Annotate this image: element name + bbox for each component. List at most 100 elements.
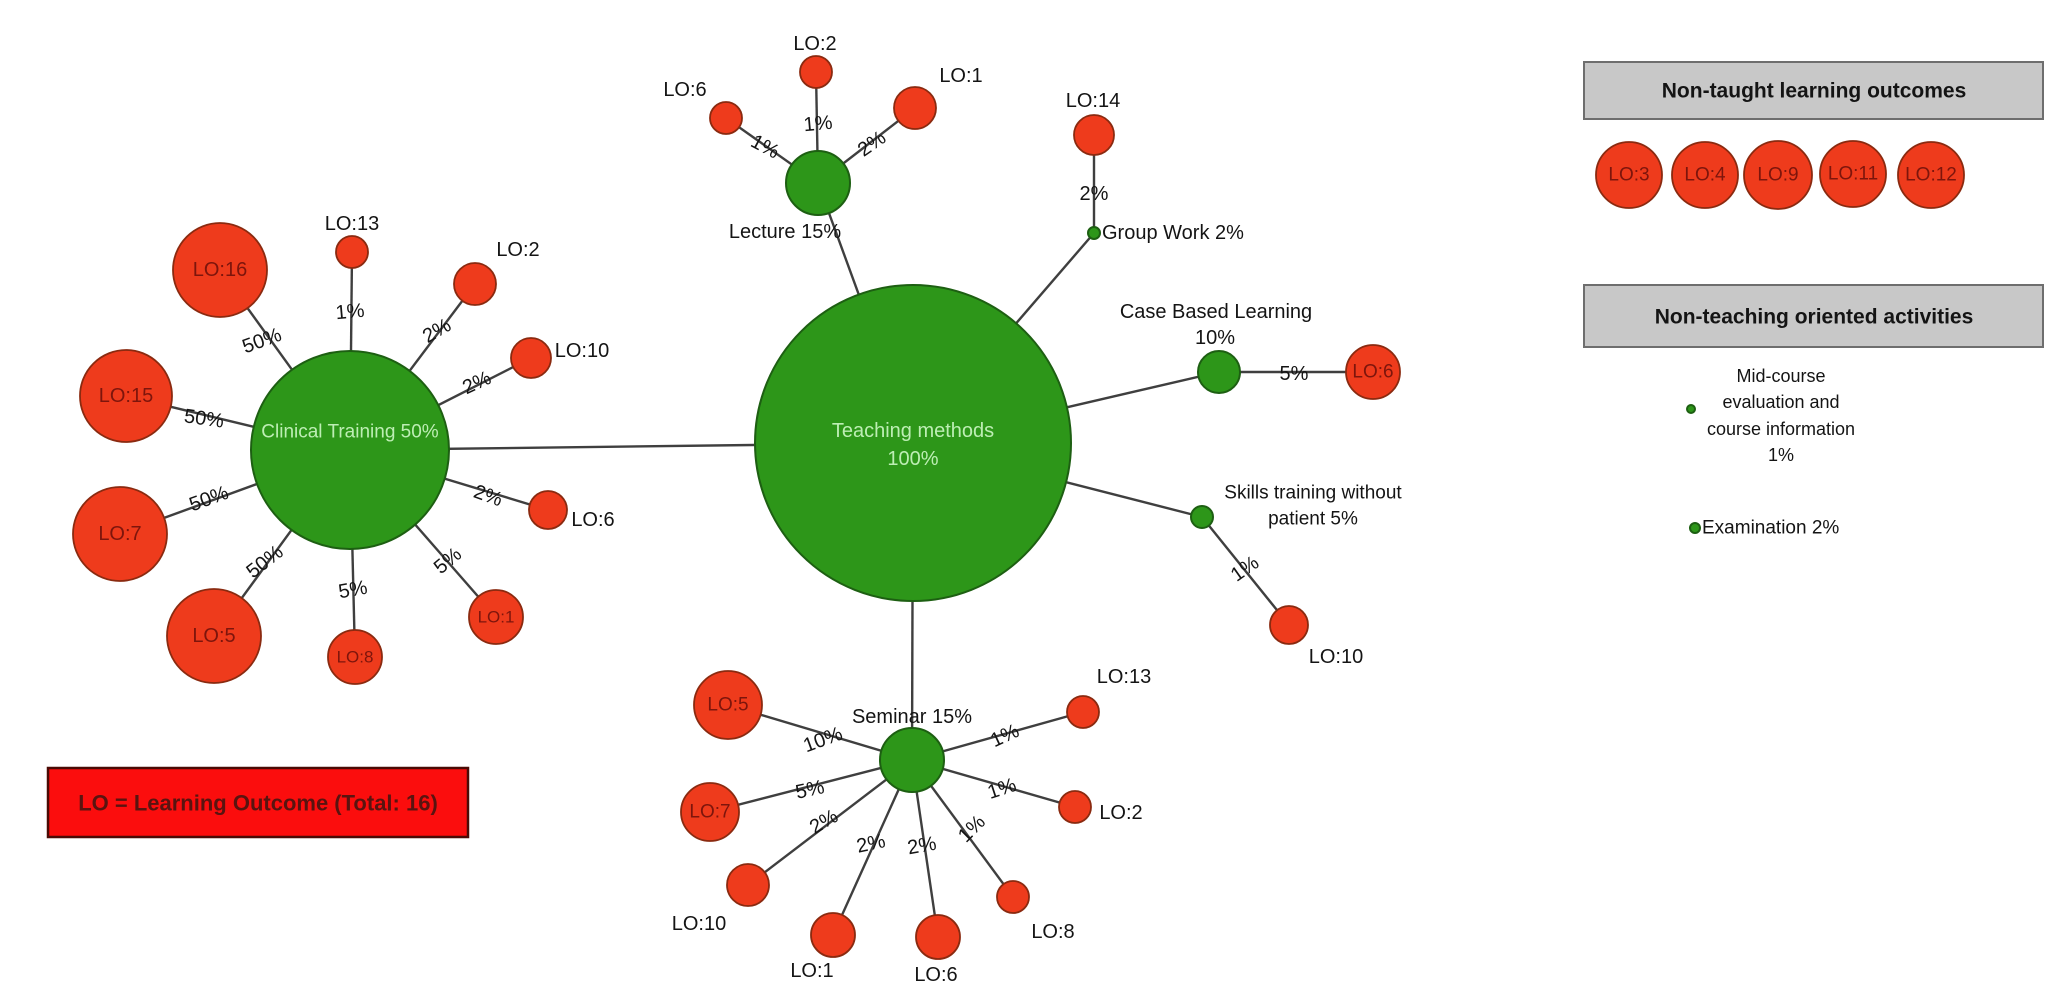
skills-lo10-circle [1269,605,1309,645]
seminar-lo6-label: LO:6 [914,964,957,986]
seminar-lo10-label: LO:10 [672,913,726,935]
clinical-circle [250,350,450,550]
non-teaching-title: Non-teaching oriented activities [1655,306,1974,329]
clinical-lo15-circle [79,349,173,443]
lecture-lo6-label: LO:6 [663,79,706,101]
seminar-lo8-circle [996,880,1030,914]
non-taught-lo12-label: LO:12 [1905,165,1957,186]
case-based-circle [1197,350,1241,394]
cluster-lecture: Lecture 15% LO:6 1% LO:2 1% LO:1 2% [663,33,982,243]
clinical-lo5-pct: 50% [242,541,287,583]
seminar-lo1-label: LO:1 [790,960,833,982]
seminar-lo1-pct: 2% [855,830,888,858]
seminar-lo5-label: LO:5 [707,695,748,716]
panel-non-taught: Non-taught learning outcomes LO:3 LO:4 L… [1583,61,2044,210]
seminar-label: Seminar 15% [852,706,972,728]
clinical-lo10-label: LO:10 [555,340,609,362]
seminar-lo10-pct: 2% [806,805,842,839]
cluster-seminar: Seminar 15% LO:5 10% LO:7 5% LO:10 2% LO… [672,666,1151,986]
panel-non-teaching: Non-teaching oriented activities Mid-cou… [1583,284,2044,539]
lecture-lo6-circle [709,101,743,135]
non-taught-lo11-label: LO:11 [1828,164,1878,185]
examination-dot [1689,522,1701,534]
seminar-lo13-pct: 1% [987,720,1023,752]
edge-seminar-lo7 [709,758,913,814]
clinical-lo10-circle [510,337,552,379]
lecture-label: Lecture 15% [729,221,842,243]
seminar-lo7-circle [680,782,740,842]
clinical-lo13-circle [335,235,369,269]
group-work-label: Group Work 2% [1102,222,1244,244]
skills-label-line2: patient 5% [1268,509,1358,530]
seminar-lo10-circle [726,863,770,907]
lecture-lo1-circle [893,86,937,130]
node-teaching-methods: Teaching methods 100% [754,284,1072,602]
note-box [46,766,470,839]
clinical-lo16-pct: 50% [239,324,284,358]
clinical-lo8-pct: 5% [337,577,370,604]
midcourse-dot [1686,404,1696,414]
cluster-case-based: Case Based Learning 10% 5% LO:6 [1120,301,1401,400]
clinical-lo6-label: LO:6 [571,509,614,531]
lecture-lo2-pct: 1% [803,112,834,136]
teaching-methods-label-line2: 100% [887,448,938,470]
case-based-lo6-circle [1345,344,1401,400]
clinical-lo1-circle [468,589,524,645]
skills-label-line1: Skills training without [1224,483,1402,504]
lecture-circle [785,150,851,216]
clinical-lo15-label: LO:15 [99,385,153,407]
examination-label: Examination 2% [1702,518,1839,539]
group-work-lo14-label: LO:14 [1066,90,1120,112]
seminar-lo8-label: LO:8 [1031,921,1074,943]
midcourse-line4: 1% [1768,445,1794,465]
non-taught-lo12-circle [1897,141,1965,209]
seminar-circle [879,727,945,793]
clinical-lo16-circle [172,222,268,318]
seminar-lo2-pct: 1% [985,774,1019,804]
seminar-lo8-pct: 1% [954,811,990,847]
case-based-lo6-label: LO:6 [1352,362,1393,383]
teaching-methods-circle [754,284,1072,602]
midcourse-line2: evaluation and [1722,392,1839,412]
clinical-lo5-circle [166,588,262,684]
clinical-lo6-pct: 2% [471,481,506,512]
seminar-lo2-label: LO:2 [1099,802,1142,824]
seminar-lo7-pct: 5% [794,776,827,804]
non-taught-lo11-circle [1819,140,1887,208]
lecture-lo2-label: LO:2 [793,33,836,55]
lecture-lo2-circle [799,55,833,89]
case-based-lo6-pct: 5% [1280,363,1309,385]
seminar-lo2-circle [1058,790,1092,824]
clinical-lo6-circle [528,490,568,530]
clinical-lo2-circle [453,262,497,306]
non-taught-header-box [1583,61,2044,120]
seminar-lo5-circle [693,670,763,740]
clinical-lo7-label: LO:7 [98,523,141,545]
group-work-dot [1087,226,1101,240]
legend-note: LO = Learning Outcome (Total: 16) [46,766,470,839]
clinical-lo1-label: LO:1 [478,608,515,627]
lecture-lo1-label: LO:1 [939,65,982,87]
clinical-lo7-circle [72,486,168,582]
non-taught-lo9-label: LO:9 [1757,165,1798,186]
non-taught-lo3-circle [1595,141,1663,209]
edge-seminar-lo10 [747,759,913,886]
clinical-lo8-circle [327,629,383,685]
seminar-lo13-circle [1066,695,1100,729]
cluster-group-work: Group Work 2% LO:14 2% [1066,90,1244,244]
clinical-lo16-label: LO:16 [193,259,247,281]
clinical-lo15-pct: 50% [183,405,226,432]
seminar-lo1-circle [810,912,856,958]
seminar-lo13-label: LO:13 [1097,666,1151,688]
case-based-label: Case Based Learning [1120,301,1312,323]
clinical-lo13-label: LO:13 [325,213,379,235]
midcourse-line1: Mid-course [1736,366,1825,386]
edge-skills-lo10 [1201,516,1290,626]
non-taught-title: Non-taught learning outcomes [1662,80,1967,103]
teaching-methods-label-line1: Teaching methods [832,420,994,442]
non-taught-lo9-circle [1743,140,1813,210]
seminar-lo6-circle [915,914,961,960]
clinical-lo8-label: LO:8 [337,648,374,667]
